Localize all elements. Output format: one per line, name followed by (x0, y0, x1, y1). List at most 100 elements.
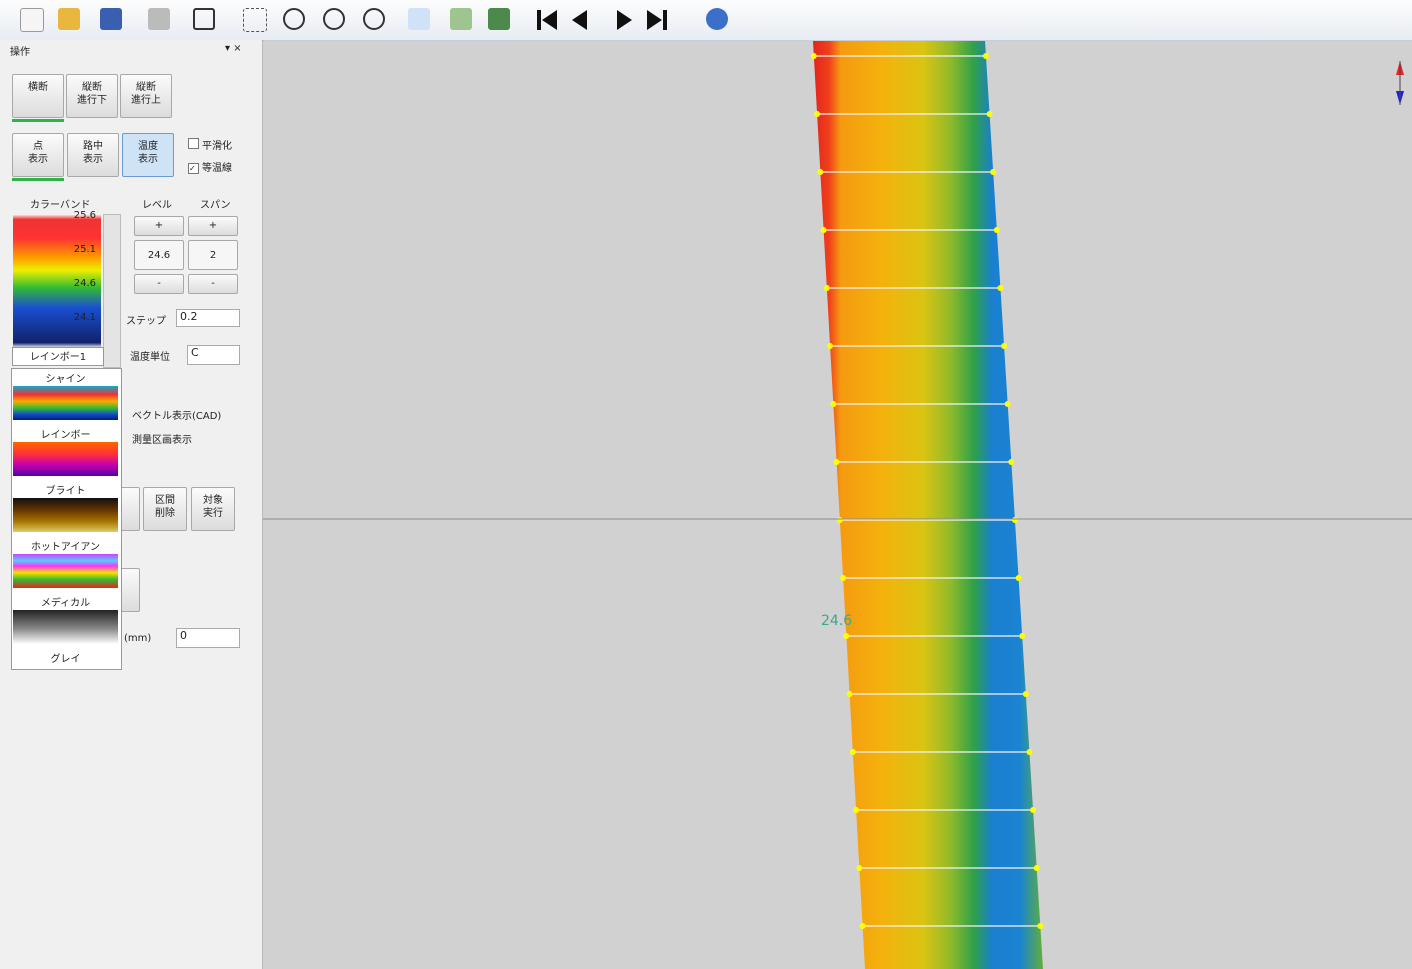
checkbox[interactable]: 平滑化 (188, 137, 232, 152)
view-button[interactable]: 横断 (12, 74, 64, 118)
palette-swatch (13, 498, 118, 532)
section-node (847, 691, 853, 697)
palette-name[interactable]: シャイン (12, 370, 119, 385)
underline (12, 178, 64, 181)
view-button[interactable]: 縦断進行下 (66, 74, 118, 118)
section-node (997, 285, 1003, 291)
button-label: 横断 (13, 81, 63, 94)
colorband-tick: 24.6 (62, 278, 96, 289)
palette-name[interactable]: メディカル (12, 594, 119, 609)
colorband-select[interactable]: レインボー1 (12, 347, 104, 366)
minus-button[interactable]: - (134, 274, 184, 294)
scrollbar (103, 214, 121, 368)
palette-name[interactable]: ブライト (12, 482, 119, 497)
level-label: レベル (142, 196, 172, 211)
action-button[interactable]: 対象実行 (191, 487, 235, 531)
unit-label: 温度単位 (130, 348, 170, 363)
view-button[interactable]: 縦断進行上 (120, 74, 172, 118)
section-node (824, 285, 830, 291)
section-node (994, 227, 1000, 233)
offset-field[interactable]: 0 (176, 628, 240, 648)
section-node (1037, 923, 1043, 929)
underline (12, 119, 64, 122)
step-field[interactable]: 0.2 (176, 309, 240, 327)
plus-button[interactable]: + (134, 216, 184, 236)
palette-name[interactable]: ホットアイアン (12, 538, 119, 553)
section-node (840, 575, 846, 581)
checkbox-label: 等温線 (202, 163, 232, 174)
section-node (1034, 865, 1040, 871)
section-node (837, 517, 843, 523)
colorband-tick: 25.6 (62, 210, 96, 221)
colorband-tick: 24.1 (62, 312, 96, 323)
section-node (983, 53, 989, 59)
section-node (987, 111, 993, 117)
button-label: 区間 (144, 494, 186, 507)
colorband-label: カラーバンド (30, 196, 90, 211)
zoom-in-icon[interactable] (323, 8, 345, 30)
button-label: 点 (13, 140, 63, 153)
map-view: 24.6 (263, 41, 1412, 969)
section-node (860, 923, 866, 929)
section-node (1030, 807, 1036, 813)
button-label: 進行上 (121, 94, 171, 107)
section-node (817, 169, 823, 175)
select-icon[interactable] (408, 8, 430, 30)
section-node (814, 111, 820, 117)
button-label: 表示 (68, 153, 118, 166)
option-checkbox[interactable]: 測量区画表示 (132, 431, 192, 446)
cursor-value: 24.6 (821, 613, 852, 629)
section-node (856, 865, 862, 871)
palette-swatch (13, 610, 118, 644)
button-label: 進行下 (67, 94, 117, 107)
section-node (990, 169, 996, 175)
section-node (821, 227, 827, 233)
chart-icon[interactable] (450, 8, 472, 30)
offset-label: (mm) (124, 633, 151, 644)
display-button[interactable]: 温度表示 (122, 133, 174, 177)
zoom-area-icon[interactable] (363, 8, 385, 30)
value-field: 2 (188, 240, 238, 270)
palette-name[interactable]: グレイ (12, 650, 119, 665)
section-node (1012, 517, 1018, 523)
checkbox-label: 平滑化 (202, 141, 232, 152)
section-node (827, 343, 833, 349)
button-label: 縦断 (121, 81, 171, 94)
step-label: ステップ (126, 312, 166, 327)
checkbox[interactable]: ✓等温線 (188, 159, 232, 174)
minus-button[interactable]: - (188, 274, 238, 294)
section-node (1026, 749, 1032, 755)
unit-field[interactable]: C (187, 345, 240, 365)
export-icon[interactable] (488, 8, 510, 30)
section-node (830, 401, 836, 407)
nav-icons[interactable] (535, 6, 695, 34)
section-node (1001, 343, 1007, 349)
zoom-out-icon[interactable] (283, 8, 305, 30)
action-button[interactable]: 区間削除 (143, 487, 187, 531)
plus-button[interactable]: + (188, 216, 238, 236)
button-label: 対象 (192, 494, 234, 507)
section-node (850, 749, 856, 755)
panel-content: 横断縦断進行下縦断進行上点表示路中表示温度表示平滑化✓等温線カラーバンドレベルス… (0, 0, 262, 969)
button-label: 温度 (123, 140, 173, 153)
section-node (1008, 459, 1014, 465)
palette-name[interactable]: レインボー (12, 426, 119, 441)
section-node (1019, 633, 1025, 639)
palette-swatch (13, 554, 118, 588)
section-node (843, 633, 849, 639)
section-node (1016, 575, 1022, 581)
display-button[interactable]: 点表示 (12, 133, 64, 177)
button-label: 表示 (13, 153, 63, 166)
button-label: 削除 (144, 507, 186, 520)
app: 操作 ▾ × 横断縦断進行下縦断進行上点表示路中表示温度表示平滑化✓等温線カラー… (0, 0, 1412, 969)
section-node (1005, 401, 1011, 407)
section-node (853, 807, 859, 813)
display-button[interactable]: 路中表示 (67, 133, 119, 177)
help-icon[interactable] (706, 8, 728, 30)
palette-swatch (13, 442, 118, 476)
palette-swatch (13, 386, 118, 420)
button-label: 路中 (68, 140, 118, 153)
value-field: 24.6 (134, 240, 184, 270)
span-label: スパン (200, 196, 231, 211)
option-checkbox[interactable]: ベクトル表示(CAD) (132, 407, 221, 422)
